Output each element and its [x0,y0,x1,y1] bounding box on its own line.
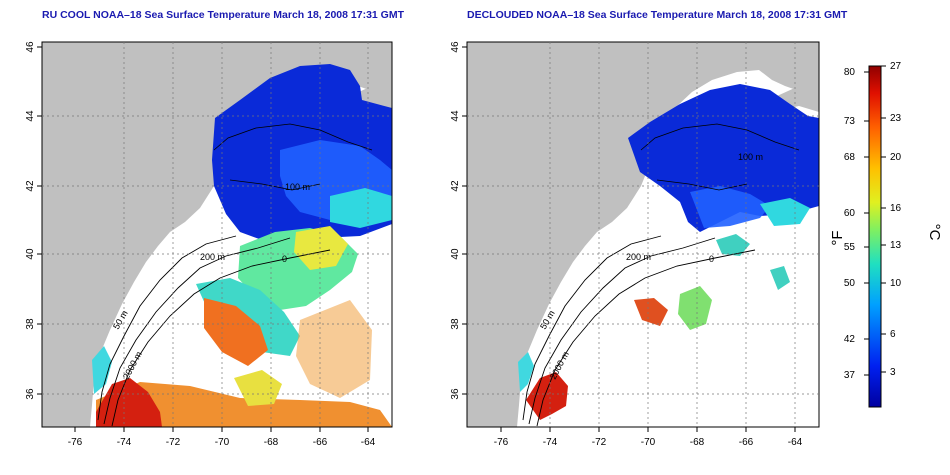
left-sst-cyan [330,188,392,228]
colorbar-c-tick: 13 [890,240,902,251]
right-y-tick-label: 36 [450,388,461,400]
right-x-tick-label: -74 [543,437,558,448]
colorbar-fahrenheit-unit: °F [829,230,846,245]
right-map-title: DECLOUDED NOAA–18 Sea Surface Temperatur… [467,9,848,21]
right-contour-gulf-maine [640,123,800,191]
colorbar-f-tick: 55 [844,242,856,253]
colorbar-c-tick: 20 [890,152,902,163]
left-x-tick-label: -72 [166,437,181,448]
right-y-tick-label: 46 [450,41,461,53]
left-map: 200 m 0 100 m 50 m 2000 m -76 -74 -72 -7… [25,41,393,448]
colorbar: 80 73 68 60 55 50 42 37 27 23 20 16 13 1… [829,61,943,408]
left-land [42,42,392,427]
left-x-tick-label: -70 [215,437,230,448]
right-sst-cyan-coast [518,352,534,392]
colorbar-f-tick: 80 [844,67,856,78]
right-sst-green-patch [678,286,712,330]
colorbar-f-tick: 68 [844,152,856,163]
left-map-frame [41,41,393,428]
right-contour-50m [522,235,662,421]
right-sst-mid-cold [690,186,770,228]
left-x-axis: -76 -74 -72 -70 -68 -66 -64 [68,427,376,448]
right-x-tick-label: -64 [788,437,803,448]
left-contour-200m [103,237,291,425]
colorbar-c-tick: 10 [890,278,902,289]
right-x-tick-label: -72 [592,437,607,448]
right-gridlines [467,42,819,427]
colorbar-c-tick: 23 [890,113,902,124]
colorbar-f-tick: 37 [844,370,856,381]
left-sst-orange-south [96,382,392,427]
right-contour-200m [528,237,716,425]
colorbar-c-tick: 16 [890,203,902,214]
left-x-tick-label: -74 [117,437,132,448]
right-sst-red-south [526,372,568,420]
left-y-tick-label: 40 [25,248,36,260]
colorbar-gradient [868,65,882,408]
left-contour-label-0: 0 [282,254,287,264]
right-sst-teal-bits [716,234,790,290]
left-contour-gulf-maine [213,123,373,191]
left-gridlines [42,42,392,427]
right-x-tick-label: -66 [739,437,754,448]
colorbar-f-tick: 60 [844,208,856,219]
colorbar-f-tick: 50 [844,278,856,289]
colorbar-f-tick: 73 [844,116,856,127]
right-x-tick-label: -68 [690,437,705,448]
left-map-title: RU COOL NOAA–18 Sea Surface Temperature … [42,9,405,21]
left-y-tick-label: 44 [25,110,36,122]
right-contour-label-100m: 100 m [738,152,763,162]
right-contour-label-0: 0 [709,254,714,264]
right-y-tick-label: 44 [450,110,461,122]
left-contour-50m [97,235,237,421]
right-contour-label-200m: 200 m [626,252,651,262]
colorbar-c-tick: 27 [890,61,902,72]
right-map: 200 m 0 100 m 50 m 2000 m -76 -74 -72 -7… [450,41,820,448]
left-sst-yellow-south [234,370,282,406]
left-y-tick-label: 46 [25,41,36,53]
right-sst-cold [628,84,819,232]
left-y-axis: 36 38 40 42 44 46 [25,41,42,400]
left-contour-label-100m: 100 m [285,182,310,192]
left-sst-cyan-coast [92,346,112,394]
colorbar-celsius-unit: °C [926,224,943,241]
right-land [467,42,819,427]
left-x-tick-label: -64 [361,437,376,448]
left-sst-scatter [296,300,372,398]
right-sst-orange-patch [634,298,668,326]
right-y-tick-label: 42 [450,180,461,192]
right-x-axis: -76 -74 -72 -70 -68 -66 -64 [494,427,803,448]
right-y-tick-label: 38 [450,318,461,330]
left-y-tick-label: 36 [25,388,36,400]
left-y-tick-label: 42 [25,180,36,192]
right-y-axis: 36 38 40 42 44 46 [450,41,467,400]
left-sst-orange-arm [204,298,268,366]
right-sst-cyan [760,198,810,226]
colorbar-c-tick: 6 [890,329,896,340]
left-x-tick-label: -76 [68,437,83,448]
left-x-tick-label: -68 [264,437,279,448]
right-contour-2000m [536,249,756,427]
left-x-tick-label: -66 [313,437,328,448]
right-y-tick-label: 40 [450,248,461,260]
left-y-tick-label: 38 [25,318,36,330]
left-sst-yellow [294,226,348,270]
right-map-frame [466,41,820,428]
right-x-tick-label: -76 [494,437,509,448]
colorbar-c-tick: 3 [890,367,896,378]
colorbar-f-tick: 42 [844,334,856,345]
left-contour-label-200m: 200 m [200,252,225,262]
right-x-tick-label: -70 [641,437,656,448]
